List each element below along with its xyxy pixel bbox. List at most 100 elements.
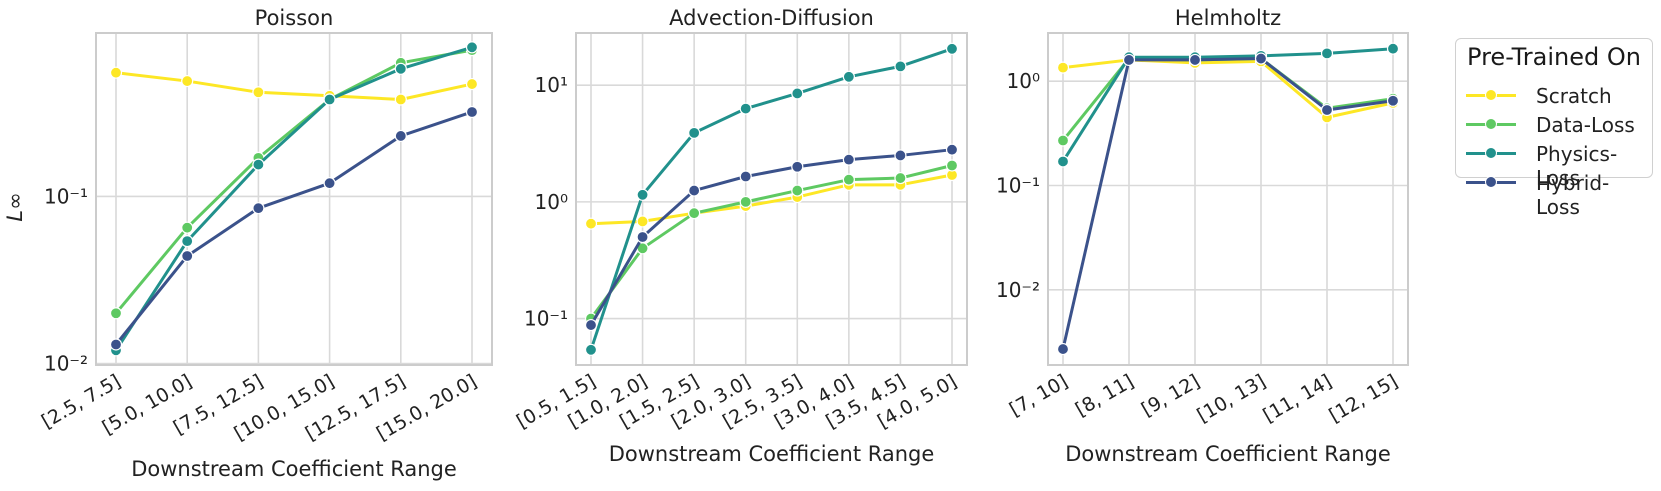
data-point-physics-loss	[181, 235, 194, 248]
legend-item-scratch: Scratch	[1466, 82, 1651, 108]
data-point-hybrid-loss	[109, 338, 123, 351]
plot-frame	[95, 32, 493, 366]
data-point-data-loss	[791, 184, 804, 197]
data-point-hybrid-loss	[894, 149, 907, 162]
data-point-hybrid-loss	[1056, 342, 1070, 356]
y-tick-label: 10⁻¹	[996, 174, 1040, 198]
data-point-physics-loss	[1386, 42, 1400, 55]
data-point-hybrid-loss	[1254, 52, 1268, 65]
legend-item-hybrid-loss: Hybrid-Loss	[1466, 169, 1651, 219]
series-line-physics-loss	[1061, 47, 1395, 163]
data-point-data-loss	[181, 221, 194, 234]
data-point-hybrid-loss	[394, 129, 407, 143]
data-point-physics-loss	[465, 41, 479, 54]
y-axis-label: L∞	[3, 192, 27, 221]
x-axis-label: Downstream Coefficient Range	[131, 457, 457, 481]
series-line-hybrid-loss	[1061, 57, 1395, 351]
legend-label-hybrid-loss: Hybrid-Loss	[1536, 171, 1610, 219]
series-physics-loss	[109, 41, 479, 357]
data-point-data-loss	[945, 159, 959, 172]
data-point-scratch	[394, 93, 407, 106]
data-point-hybrid-loss	[584, 318, 598, 332]
chart-title: Helmholtz	[1175, 6, 1281, 30]
legend-marker-data-loss	[1485, 118, 1497, 130]
y-tick-label: 10⁰	[535, 190, 568, 214]
series-data-loss	[584, 159, 959, 325]
series-hybrid-loss	[1056, 52, 1400, 356]
legend-label-scratch: Scratch	[1536, 84, 1612, 108]
series-line-data-loss	[589, 163, 954, 321]
data-point-hybrid-loss	[465, 105, 479, 119]
plot-area	[576, 33, 967, 365]
data-point-physics-loss	[252, 158, 265, 171]
x-axis-label: Downstream Coefficient Range	[1065, 442, 1391, 466]
data-point-scratch	[181, 74, 194, 88]
data-point-scratch	[1056, 61, 1070, 74]
series-line-hybrid-loss	[589, 148, 954, 327]
data-point-physics-loss	[323, 93, 336, 106]
data-point-scratch	[109, 66, 123, 79]
data-point-hybrid-loss	[323, 177, 336, 190]
chart-title: Advection-Diffusion	[669, 6, 874, 30]
y-tick-label: 10⁻²	[996, 278, 1040, 302]
data-point-scratch	[636, 215, 649, 228]
x-tick-label: [7, 10]	[1006, 370, 1072, 421]
series-line-scratch	[1061, 58, 1395, 119]
chart-panel-helmholtz: 10⁻² 10⁻¹ 10⁰ Helmholtz [7, 10] [8, 11] [9, 12…	[996, 6, 1409, 466]
x-tick-label: [12, 15]	[1325, 370, 1401, 427]
x-tick-label: [10, 13]	[1193, 370, 1269, 427]
data-point-hybrid-loss	[1122, 53, 1136, 67]
legend-marker-hybrid-loss	[1485, 176, 1497, 188]
y-tick-label: 10⁻²	[44, 352, 88, 376]
data-point-hybrid-loss	[181, 249, 194, 263]
data-point-scratch	[465, 77, 479, 91]
data-point-physics-loss	[636, 188, 649, 201]
legend: Pre-Trained On Scratch Data-Loss Physics…	[1455, 38, 1653, 219]
data-point-physics-loss	[842, 70, 855, 83]
data-point-physics-loss	[739, 102, 752, 115]
data-point-data-loss	[842, 173, 855, 186]
series-hybrid-loss	[109, 105, 479, 351]
data-point-data-loss	[109, 307, 123, 320]
x-tick-label: [8, 11]	[1072, 370, 1138, 421]
data-point-physics-loss	[945, 42, 959, 55]
x-axis-label: Downstream Coefficient Range	[609, 442, 935, 466]
data-point-hybrid-loss	[791, 160, 804, 173]
legend-item-physics-loss: Physics-Loss	[1466, 140, 1651, 190]
plot-area	[96, 33, 492, 365]
data-point-physics-loss	[791, 87, 804, 100]
legend-marker-physics-loss	[1485, 147, 1497, 159]
data-point-hybrid-loss	[636, 230, 649, 244]
y-tick-label: 10⁰	[1007, 69, 1040, 93]
series-line-scratch	[114, 71, 474, 102]
data-point-data-loss	[739, 195, 752, 208]
plot-frame	[575, 32, 968, 366]
data-point-physics-loss	[584, 343, 598, 356]
x-tick-label: [9, 12]	[1138, 370, 1204, 421]
data-point-physics-loss	[1056, 155, 1070, 168]
data-point-hybrid-loss	[1188, 53, 1202, 67]
series-hybrid-loss	[584, 143, 959, 332]
data-point-hybrid-loss	[842, 153, 855, 166]
data-point-physics-loss	[894, 60, 907, 73]
data-point-scratch	[584, 217, 598, 230]
y-tick-label: 10¹	[535, 73, 568, 97]
data-point-hybrid-loss	[1386, 94, 1400, 107]
data-point-hybrid-loss	[1320, 103, 1334, 117]
legend-title: Pre-Trained On	[1467, 43, 1641, 71]
chart-title: Poisson	[255, 6, 334, 30]
data-point-physics-loss	[1320, 47, 1334, 60]
data-point-physics-loss	[394, 62, 407, 75]
data-point-scratch	[252, 86, 265, 99]
legend-label-physics-loss: Physics-Loss	[1536, 142, 1618, 190]
plot-area	[1048, 33, 1408, 365]
plot-frame	[1047, 32, 1409, 366]
legend-label-data-loss: Data-Loss	[1536, 113, 1635, 137]
y-tick-label: 10⁻¹	[524, 307, 568, 331]
series-physics-loss	[584, 42, 959, 356]
series-line-physics-loss	[114, 45, 474, 352]
series-line-scratch	[589, 173, 954, 226]
